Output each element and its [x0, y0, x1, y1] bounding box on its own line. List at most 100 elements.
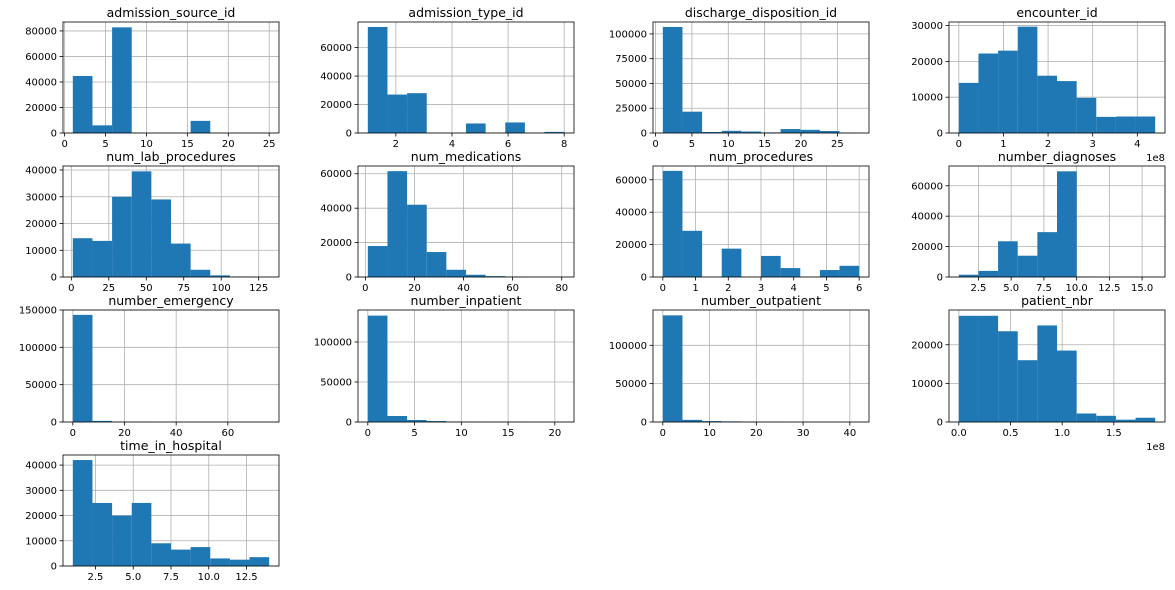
histogram-bar — [72, 460, 93, 566]
histogram-bar — [131, 502, 152, 566]
histogram-bar — [702, 132, 722, 133]
x-tick-label: 0 — [61, 139, 67, 150]
x-tick-label: 1 — [1000, 139, 1006, 150]
x-tick-label: 4 — [1134, 139, 1140, 150]
x-tick-label: 60 — [221, 428, 234, 439]
y-tick-label: 150000 — [19, 306, 57, 317]
histogram-bar — [1037, 232, 1057, 277]
y-tick-label: 0 — [346, 273, 352, 284]
histogram-bar — [367, 26, 388, 133]
histogram-bar — [92, 420, 113, 422]
histogram-panel-encounter-id: 0 1 2 3 4 0 10000 20000 30000 encounter_id 1e8 — [911, 5, 1166, 164]
panel-title: number_emergency — [108, 293, 234, 308]
histogram-bar — [998, 331, 1018, 422]
histogram-bar — [1135, 417, 1156, 422]
x-tick-label: 20 — [408, 283, 421, 294]
x-tick-label: 20 — [222, 139, 235, 150]
histogram-bar — [978, 270, 999, 277]
y-tick-label: 60000 — [911, 181, 943, 192]
x-tick-label: 80 — [555, 283, 568, 294]
y-tick-label: 50000 — [615, 379, 647, 390]
x-tick-label: 2 — [1045, 139, 1051, 150]
histogram-bar — [112, 196, 132, 277]
histogram-bar — [485, 276, 506, 277]
histogram-bar — [426, 421, 447, 422]
x-tick-label: 4 — [791, 283, 797, 294]
x-tick-label: 6 — [505, 139, 511, 150]
histogram-bar — [131, 171, 152, 277]
y-tick-label: 20000 — [911, 340, 943, 351]
histogram-bar — [407, 204, 427, 277]
histogram-bar — [1037, 75, 1057, 133]
histogram-bar — [819, 131, 840, 133]
y-tick-label: 40000 — [320, 72, 352, 83]
histogram-bar — [662, 170, 683, 277]
axes-frame — [948, 165, 1166, 278]
x-tick-label: 75 — [177, 283, 190, 294]
histogram-panel-discharge-disposition-id: 0 5 10 15 20 25 0 25000 50000 75000 100000 discharg… — [609, 5, 870, 150]
histogram-bar — [1076, 97, 1097, 133]
x-tick-label: 10.0 — [1066, 283, 1088, 294]
x-tick-label: 0 — [68, 283, 74, 294]
histogram-panel-time-in-hospital: 2.5 5.0 7.5 10.0 12.5 0 10000 20000 30000 40000 ti… — [25, 438, 280, 583]
x-tick-label: 0 — [660, 283, 666, 294]
histogram-bar — [721, 248, 742, 277]
histogram-panel-number-diagnoses: 2.5 5.0 7.5 10.0 12.5 15.0 0 20000 40000 60000 num… — [911, 149, 1166, 294]
y-tick-label: 60000 — [320, 169, 352, 180]
histogram-bar — [819, 270, 840, 277]
y-tick-label: 40000 — [25, 77, 57, 88]
x-tick-label: 4 — [449, 139, 455, 150]
histogram-bar — [1057, 171, 1077, 277]
panel-title: number_inpatient — [411, 293, 522, 308]
x-tick-label: 25 — [102, 283, 115, 294]
x-tick-label: 10 — [455, 428, 468, 439]
x-tick-label: 20 — [795, 139, 808, 150]
histogram-bar — [387, 94, 408, 133]
histogram-bar — [72, 75, 93, 133]
histogram-bar — [92, 125, 113, 133]
x-tick-label: 5 — [411, 428, 417, 439]
x-tick-label: 25 — [263, 139, 276, 150]
histogram-panel-admission-source-id: 0 5 10 15 20 25 0 20000 40000 60000 80000 admission… — [25, 5, 280, 150]
y-tick-label: 40000 — [25, 461, 57, 472]
histogram-bar — [958, 82, 979, 133]
x-tick-label: 7.5 — [1036, 283, 1052, 294]
x-tick-label: 1.0 — [1054, 428, 1070, 439]
y-tick-label: 40000 — [320, 204, 352, 215]
histogram-bar — [92, 502, 113, 566]
histogram-bar — [190, 547, 211, 566]
y-tick-label: 10000 — [911, 379, 943, 390]
histogram-bar — [958, 315, 979, 422]
x-tick-label: 15 — [758, 139, 771, 150]
x-tick-label: 5.0 — [1003, 283, 1019, 294]
histogram-bar — [682, 111, 703, 133]
histogram-panel-number-outpatient: 0 10 20 30 40 0 50000 100000 number_outpatient — [609, 293, 870, 439]
y-tick-label: 10000 — [25, 536, 57, 547]
histogram-bar — [112, 515, 132, 566]
y-tick-label: 75000 — [615, 54, 647, 65]
x-tick-label: 125 — [249, 283, 268, 294]
x-tick-label: 3 — [1090, 139, 1096, 150]
y-tick-label: 80000 — [25, 26, 57, 37]
x-tick-label: 0 — [956, 139, 962, 150]
histogram-bar — [780, 129, 801, 133]
y-tick-label: 0 — [641, 129, 647, 140]
x-tick-label: 6 — [856, 283, 862, 294]
histogram-bar — [1096, 415, 1116, 422]
histogram-bar — [978, 53, 999, 134]
y-tick-label: 20000 — [320, 238, 352, 249]
panel-title: admission_type_id — [408, 5, 523, 20]
histogram-bar — [721, 130, 742, 133]
histogram-bar — [702, 421, 722, 422]
x-tick-label: 5 — [689, 139, 695, 150]
histogram-panel-num-lab-procedures: 0 25 50 75 100 125 0 10000 20000 30000 40000 num_la… — [25, 149, 280, 294]
panel-title: time_in_hospital — [120, 438, 222, 453]
histogram-bar — [839, 265, 860, 277]
histogram-bar — [998, 241, 1018, 277]
y-tick-label: 0 — [51, 562, 57, 573]
axes-frame — [357, 165, 575, 278]
histogram-bar — [210, 558, 230, 566]
x-tick-label: 5.0 — [125, 572, 141, 583]
histogram-bar — [761, 255, 781, 277]
x-tick-label: 1 — [692, 283, 698, 294]
